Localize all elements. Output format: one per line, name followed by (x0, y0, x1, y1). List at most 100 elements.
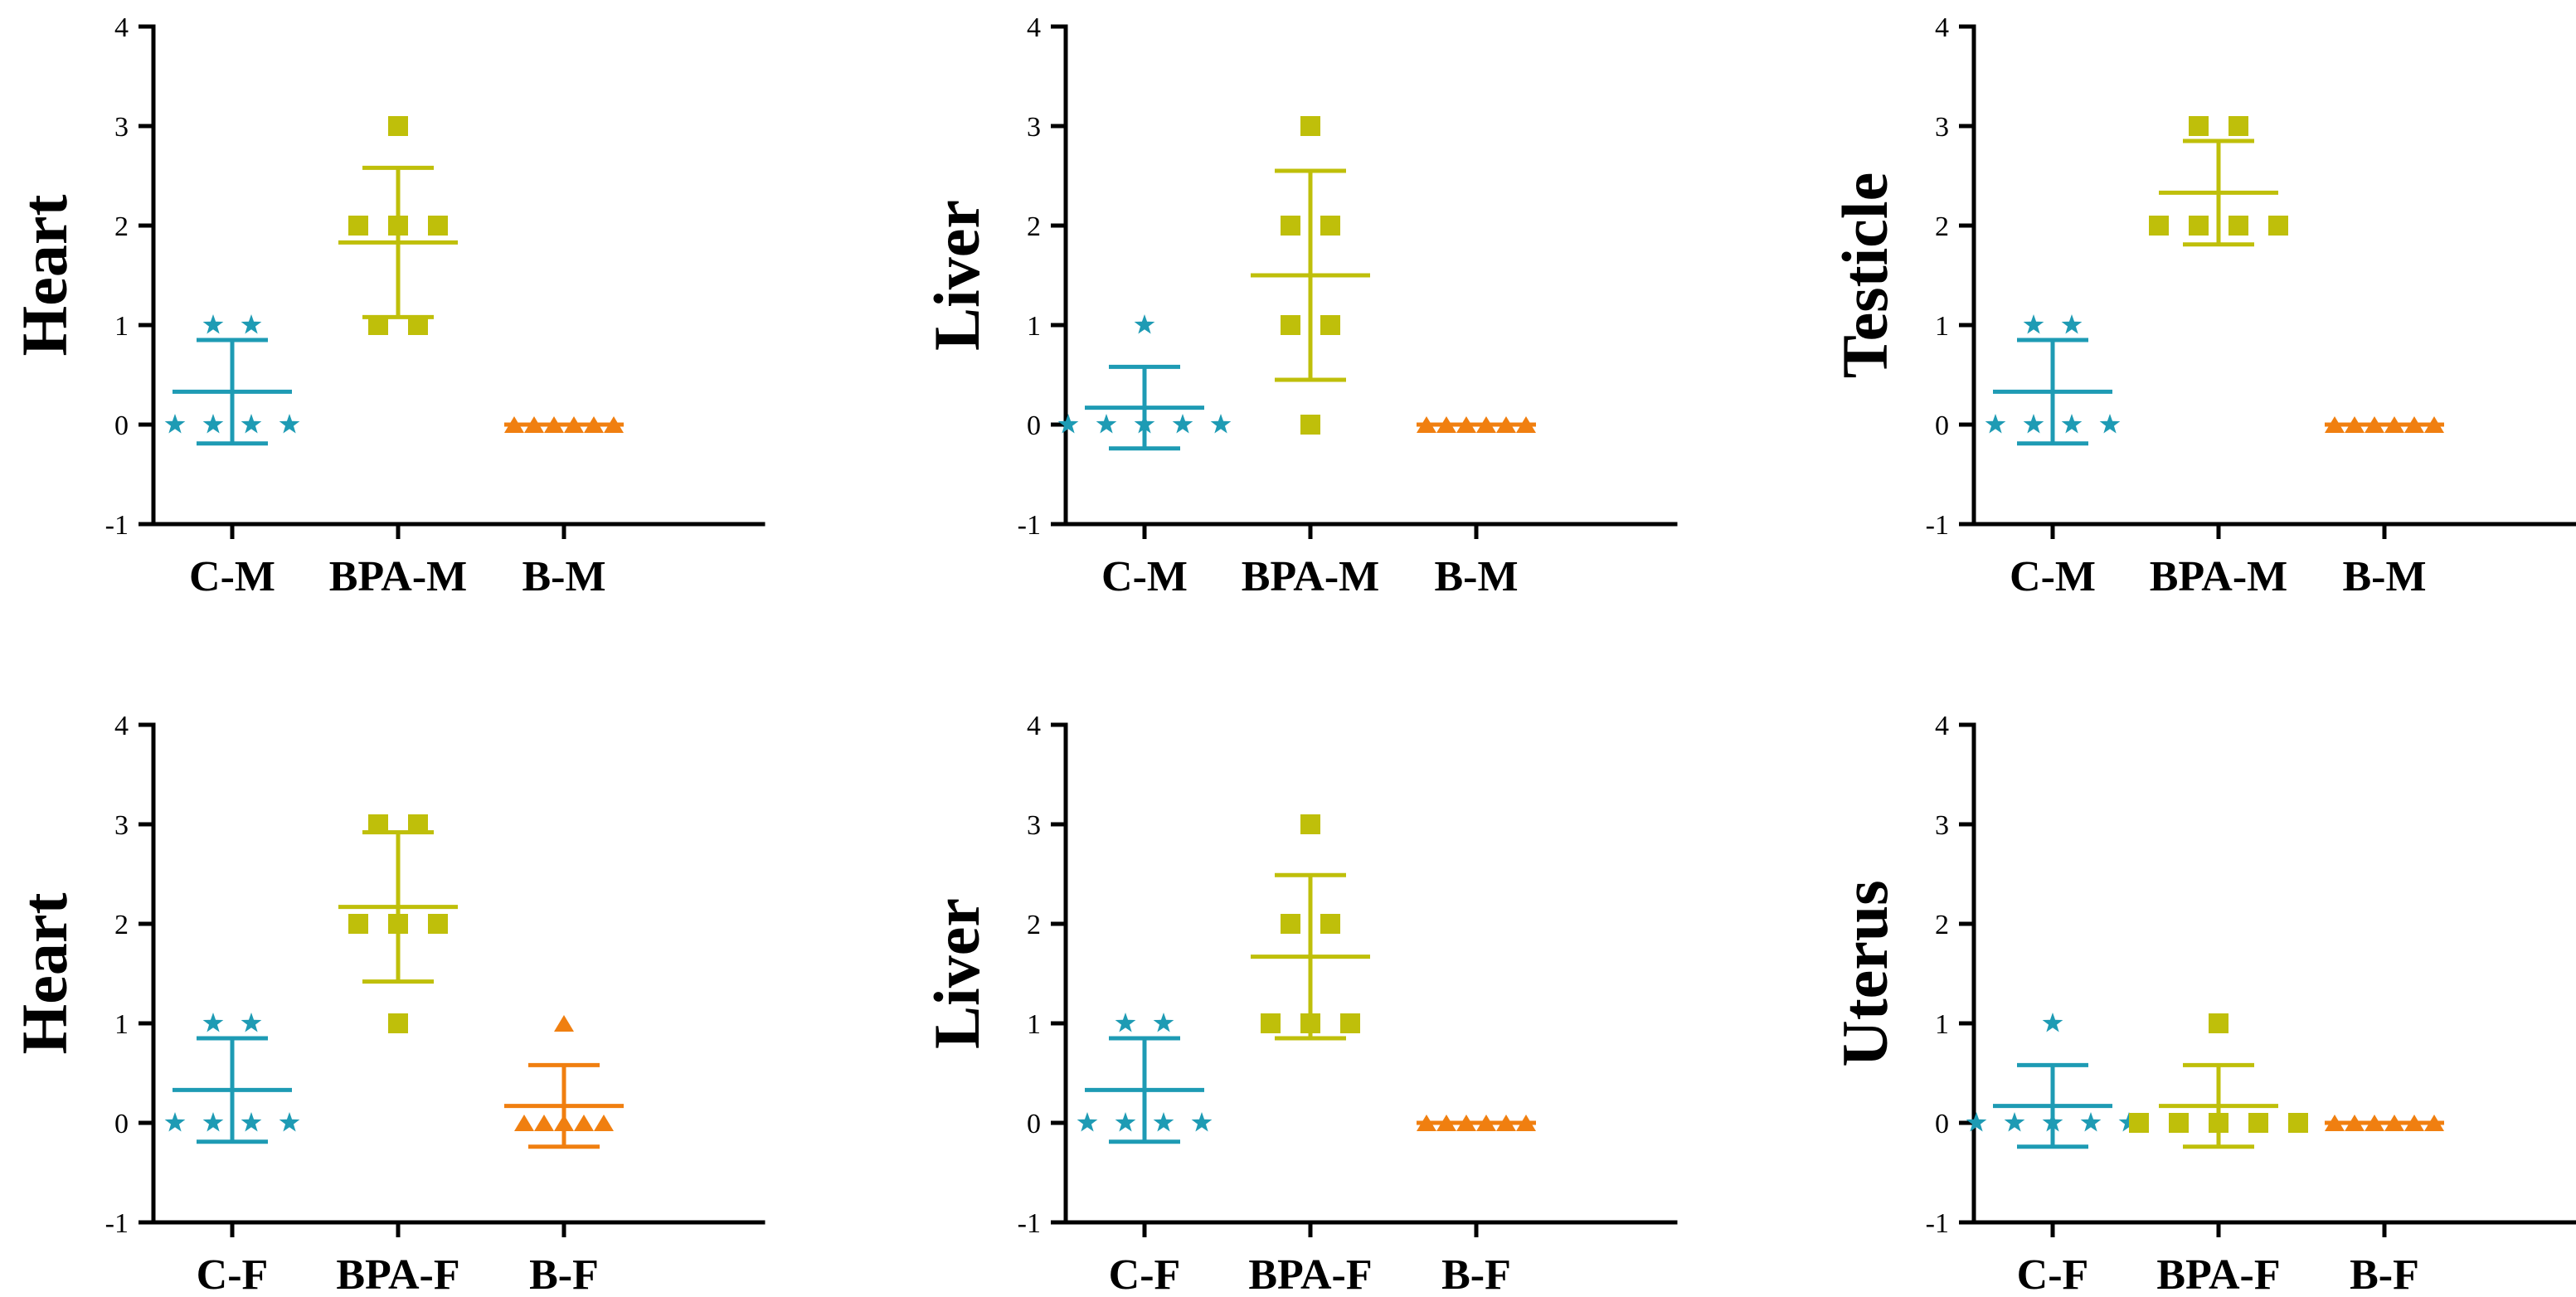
data-point-star (1966, 1112, 1987, 1132)
data-point-triangle (504, 416, 524, 433)
data-point-star (202, 314, 224, 334)
category-label: C-F (197, 1251, 269, 1297)
y-tick-label: -1 (1018, 510, 1041, 541)
data-point-triangle (524, 416, 544, 433)
data-point-square (428, 914, 448, 934)
y-tick-label: 0 (1935, 410, 1949, 441)
y-tick-label: 0 (1935, 1109, 1949, 1139)
chart-panel-2: -1 0 1 2 3 4 Liver C-M BPA-M B-M (921, 12, 1678, 600)
y-tick-label: 1 (1027, 311, 1041, 342)
y-tick-label: 0 (1027, 410, 1041, 441)
data-point-square (1340, 1013, 1360, 1033)
data-point-square (388, 1013, 408, 1033)
category-label: BPA-M (1242, 553, 1380, 600)
data-point-star (1191, 1112, 1213, 1132)
data-point-square (348, 914, 368, 934)
data-point-square (428, 216, 448, 236)
y-tick-label: 1 (114, 311, 129, 342)
data-point-square (1300, 116, 1320, 136)
data-point-triangle (1436, 1115, 1456, 1131)
data-point-triangle (1496, 1115, 1516, 1131)
data-point-triangle (604, 416, 624, 433)
data-point-star (2023, 314, 2044, 334)
data-point-square (2209, 1013, 2228, 1033)
data-point-square (2129, 1113, 2149, 1133)
category-label: C-M (1101, 553, 1188, 600)
data-point-square (1320, 315, 1340, 335)
data-point-triangle (574, 1115, 594, 1131)
y-tick-label: 1 (1935, 311, 1949, 342)
data-point-triangle (554, 1115, 574, 1131)
data-point-square (348, 216, 368, 236)
y-axis-title: Heart (8, 893, 80, 1055)
data-point-square (2189, 116, 2209, 136)
data-point-square (2169, 1113, 2189, 1133)
data-point-triangle (1417, 416, 1436, 433)
y-tick-label: -1 (1926, 510, 1949, 541)
data-point-star (1096, 414, 1117, 434)
chart-panel-4: -1 0 1 2 3 4 Heart C-F BPA-F B-F (8, 711, 766, 1297)
y-tick-label: 3 (1935, 112, 1949, 143)
data-point-square (2149, 216, 2169, 236)
category-label: B-F (1441, 1251, 1511, 1297)
data-point-star (202, 414, 224, 434)
data-point-triangle (1496, 416, 1516, 433)
data-point-triangle (2365, 1115, 2384, 1131)
data-point-triangle (1476, 1115, 1496, 1131)
y-tick-label: -1 (1926, 1208, 1949, 1239)
data-point-triangle (2384, 416, 2404, 433)
category-label: B-M (1434, 553, 1518, 600)
data-point-star (164, 1112, 186, 1132)
data-point-star (241, 414, 262, 434)
data-point-square (2209, 1113, 2228, 1133)
y-tick-label: 2 (114, 910, 129, 940)
data-point-star (1172, 414, 1193, 434)
y-tick-label: 4 (1027, 12, 1041, 43)
data-point-star (241, 1112, 262, 1132)
data-point-triangle (2365, 416, 2384, 433)
y-tick-label: 1 (114, 1009, 129, 1040)
chart-panel-1: -1 0 1 2 3 4 Heart C-M BPA-M B-M (8, 12, 766, 600)
y-tick-label: 1 (1935, 1009, 1949, 1040)
y-axis-title: Testicle (1829, 172, 1901, 378)
data-point-square (1281, 914, 1300, 934)
data-point-square (2268, 216, 2288, 236)
data-point-square (1300, 1013, 1320, 1033)
category-label: BPA-F (2156, 1251, 2280, 1297)
y-tick-label: 2 (114, 211, 129, 242)
data-point-triangle (1456, 1115, 1476, 1131)
y-tick-label: 3 (114, 810, 129, 841)
y-axis-title: Liver (921, 898, 993, 1049)
data-point-star (1115, 1112, 1136, 1132)
data-point-square (408, 315, 428, 335)
data-point-square (1281, 315, 1300, 335)
data-point-star (241, 1013, 262, 1032)
data-point-square (1320, 216, 1340, 236)
data-point-star (2080, 1112, 2102, 1132)
data-point-triangle (2424, 416, 2444, 433)
category-label: C-F (1109, 1251, 1181, 1297)
data-point-triangle (1456, 416, 1476, 433)
chart-panel-5: -1 0 1 2 3 4 Liver C-F BPA-F B-F (921, 711, 1678, 1297)
data-point-square (388, 216, 408, 236)
y-tick-label: 0 (1027, 1109, 1041, 1139)
category-label: BPA-F (336, 1251, 459, 1297)
data-point-star (1077, 1112, 1098, 1132)
data-point-star (279, 414, 300, 434)
y-tick-label: 4 (114, 12, 129, 43)
data-point-triangle (2384, 1115, 2404, 1131)
data-point-triangle (2325, 1115, 2345, 1131)
y-tick-label: 3 (1027, 810, 1041, 841)
y-tick-label: -1 (105, 510, 129, 541)
y-tick-label: 1 (1027, 1009, 1041, 1040)
category-label: B-M (522, 553, 605, 600)
data-point-triangle (2345, 1115, 2365, 1131)
y-tick-label: 4 (114, 711, 129, 741)
data-point-square (388, 116, 408, 136)
chart-panel-6: -1 0 1 2 3 4 Uterus C-F BPA-F B-F (1829, 711, 2576, 1297)
y-tick-label: 4 (1935, 12, 1949, 43)
data-point-triangle (514, 1115, 534, 1131)
data-point-star (1115, 1013, 1136, 1032)
data-point-star (2061, 314, 2083, 334)
data-point-triangle (2404, 1115, 2424, 1131)
